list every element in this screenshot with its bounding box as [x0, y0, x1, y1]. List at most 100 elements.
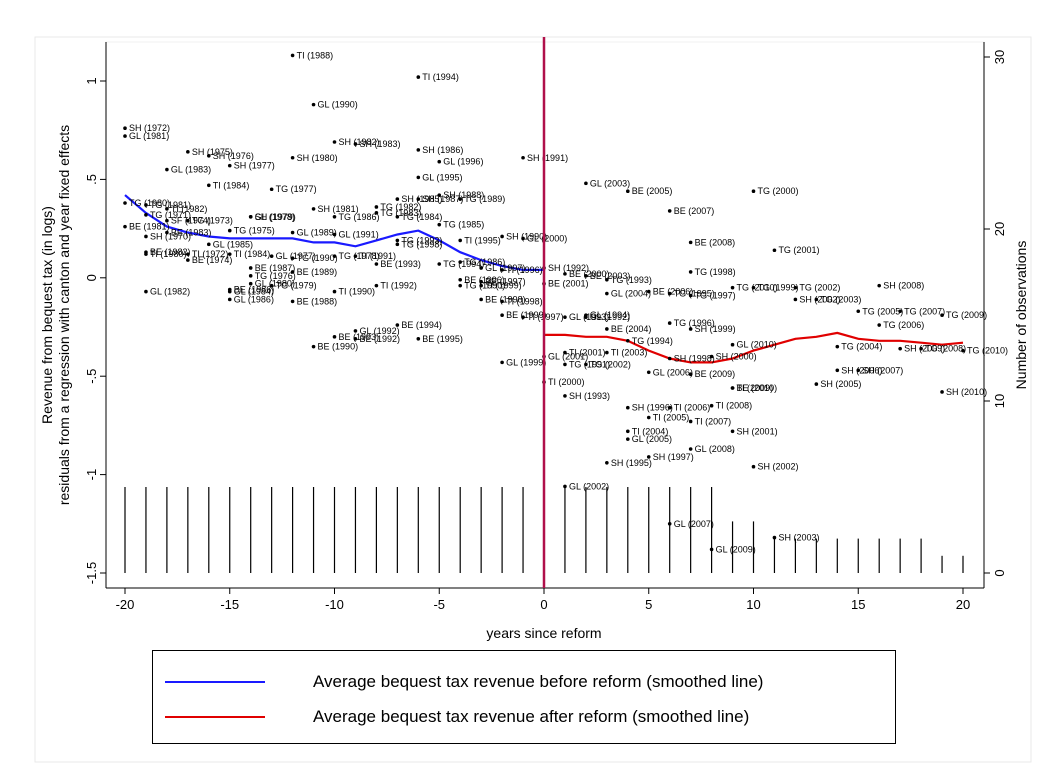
- point-label: TG (1998): [695, 267, 736, 277]
- point-label: SH (2002): [758, 462, 799, 472]
- point-label: GL (1995): [422, 172, 462, 182]
- point-label: TI (1984): [234, 249, 271, 259]
- data-point: [626, 430, 630, 434]
- data-point: [186, 219, 190, 223]
- data-point: [396, 197, 400, 201]
- data-point: [626, 437, 630, 441]
- data-point: [940, 390, 944, 394]
- data-point: [731, 386, 735, 390]
- data-point: [437, 223, 441, 227]
- y-axis-title-line1: Revenue from bequest tax (in logs): [39, 206, 55, 424]
- point-label: BE (2005): [632, 186, 673, 196]
- data-point: [291, 231, 295, 235]
- point-label: TI (1992): [380, 281, 417, 291]
- data-point: [291, 54, 295, 58]
- data-point: [270, 254, 274, 258]
- data-point: [710, 548, 714, 552]
- data-point: [228, 298, 232, 302]
- point-label: TI (1996): [506, 265, 543, 275]
- point-label: TI (2001): [569, 348, 606, 358]
- data-point: [458, 260, 462, 264]
- point-label: SH (1976): [213, 151, 254, 161]
- point-label: GL (2009): [716, 544, 756, 554]
- point-label: SH (1987): [422, 194, 463, 204]
- data-point: [521, 156, 525, 160]
- data-point: [605, 351, 609, 355]
- data-point: [856, 368, 860, 372]
- data-point: [919, 347, 923, 351]
- data-point: [626, 189, 630, 193]
- point-label: TI (1990): [339, 287, 376, 297]
- point-label: BE (2008): [695, 237, 736, 247]
- data-point: [417, 148, 421, 152]
- y-tick-label: 0: [84, 274, 99, 281]
- point-label: SH (2010): [946, 387, 987, 397]
- data-point: [375, 205, 379, 209]
- y-tick-label: .5: [84, 174, 99, 185]
- point-label: BE (2009): [695, 369, 736, 379]
- data-point: [836, 368, 840, 372]
- data-point: [500, 300, 504, 304]
- x-tick-label: 15: [851, 597, 865, 612]
- data-point: [291, 300, 295, 304]
- point-label: GL (1992): [590, 312, 630, 322]
- point-label: BE (1986): [234, 285, 275, 295]
- point-label: TI (1984): [213, 180, 250, 190]
- data-point: [417, 197, 421, 201]
- data-point: [186, 252, 190, 256]
- data-point: [291, 256, 295, 260]
- data-point: [898, 309, 902, 313]
- point-label: SH (1986): [422, 145, 463, 155]
- data-point: [668, 406, 672, 410]
- data-point: [898, 347, 902, 351]
- data-point: [773, 536, 777, 540]
- point-label: GL (2004): [611, 289, 651, 299]
- data-point: [458, 284, 462, 288]
- point-label: TG (1994): [632, 336, 673, 346]
- point-label: SH (1970): [150, 231, 191, 241]
- point-label: GL (1978): [255, 212, 295, 222]
- data-point: [689, 420, 693, 424]
- point-label: GL (2008): [695, 444, 735, 454]
- point-label: TI (2008): [716, 401, 753, 411]
- data-point: [584, 182, 588, 186]
- point-label: TG (2008): [925, 344, 966, 354]
- data-point: [710, 355, 714, 359]
- data-point: [437, 262, 441, 266]
- point-label: SH (1997): [653, 452, 694, 462]
- data-point: [207, 154, 211, 158]
- data-point: [333, 233, 337, 237]
- data-point: [940, 313, 944, 317]
- data-point: [479, 298, 483, 302]
- data-point: [417, 337, 421, 341]
- data-point: [249, 266, 253, 270]
- point-label: GL (2003): [590, 178, 630, 188]
- data-point: [458, 278, 462, 282]
- point-label: GL (1999): [506, 357, 546, 367]
- point-label: SH (1991): [527, 153, 568, 163]
- point-label: TI (1998): [506, 296, 543, 306]
- y-axis-title-line2: residuals from a regression with canton …: [56, 125, 72, 505]
- data-point: [752, 286, 756, 290]
- point-label: GL (2010): [737, 340, 777, 350]
- data-point: [563, 485, 567, 489]
- y-tick-label: -.5: [84, 369, 99, 384]
- data-point: [731, 343, 735, 347]
- data-point: [668, 321, 672, 325]
- point-label: SH (1993): [569, 391, 610, 401]
- point-label: GL (1982): [150, 287, 190, 297]
- data-point: [123, 201, 127, 205]
- data-point: [354, 254, 358, 258]
- point-label: TG (2002): [799, 283, 840, 293]
- point-label: TG (2009): [946, 310, 987, 320]
- data-point: [794, 286, 798, 290]
- data-point: [584, 363, 588, 367]
- point-label: TI (2006): [674, 403, 711, 413]
- point-label: GL (1989): [297, 228, 337, 238]
- data-point: [249, 274, 253, 278]
- data-point: [207, 243, 211, 247]
- point-label: BE (1995): [422, 334, 463, 344]
- data-point: [333, 290, 337, 294]
- point-label: GL (1996): [443, 157, 483, 167]
